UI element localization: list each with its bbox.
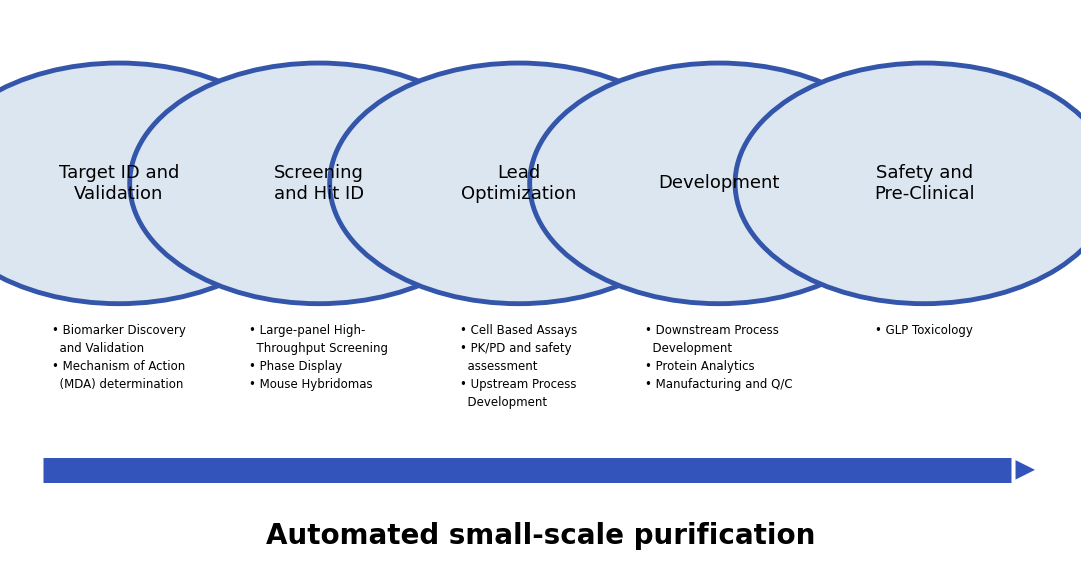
Ellipse shape	[130, 63, 508, 304]
Polygon shape	[804, 152, 844, 215]
Polygon shape	[604, 152, 639, 215]
Text: • Cell Based Assays
• PK/PD and safety
  assessment
• Upstream Process
  Develop: • Cell Based Assays • PK/PD and safety a…	[461, 324, 577, 409]
Text: • Biomarker Discovery
  and Validation
• Mechanism of Action
  (MDA) determinati: • Biomarker Discovery and Validation • M…	[52, 324, 186, 391]
Text: Automated small-scale purification: Automated small-scale purification	[266, 522, 815, 550]
Ellipse shape	[330, 63, 708, 304]
Polygon shape	[404, 152, 439, 215]
Polygon shape	[204, 152, 239, 215]
Text: Lead
Optimization: Lead Optimization	[462, 164, 576, 203]
Text: • Large-panel High-
  Throughput Screening
• Phase Display
• Mouse Hybridomas: • Large-panel High- Throughput Screening…	[250, 324, 388, 391]
Text: Target ID and
Validation: Target ID and Validation	[58, 164, 179, 203]
Text: • Downstream Process
  Development
• Protein Analytics
• Manufacturing and Q/C: • Downstream Process Development • Prote…	[645, 324, 792, 391]
Text: Safety and
Pre-Clinical: Safety and Pre-Clinical	[873, 164, 975, 203]
Text: • GLP Toxicology: • GLP Toxicology	[876, 324, 973, 337]
Ellipse shape	[0, 63, 308, 304]
Ellipse shape	[735, 63, 1081, 304]
Text: Development: Development	[658, 174, 779, 193]
Ellipse shape	[530, 63, 908, 304]
Text: Screening
and Hit ID: Screening and Hit ID	[273, 164, 364, 203]
